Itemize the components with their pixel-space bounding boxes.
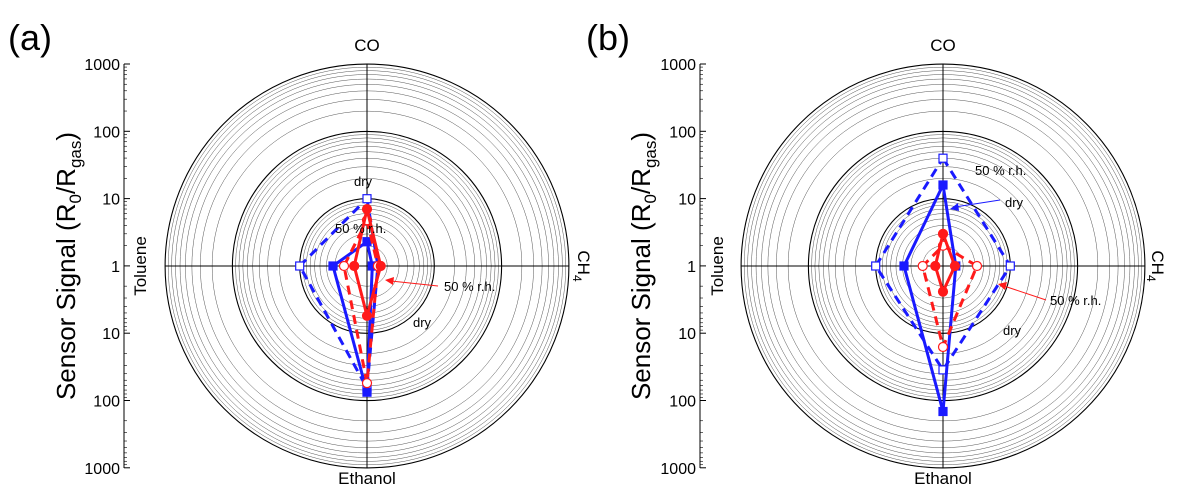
data-point-circle <box>361 378 373 389</box>
radial-tick-label: 10 <box>102 326 120 343</box>
radial-tick-label: 1000 <box>660 57 696 74</box>
data-point-circle <box>930 260 941 272</box>
data-point-circle <box>937 228 949 239</box>
radial-tick-label: 1000 <box>84 461 120 478</box>
radial-tick-label: 100 <box>93 394 120 411</box>
category-label-co: CO <box>930 36 956 55</box>
annotation-arrowhead <box>385 277 394 285</box>
data-point-square <box>871 261 881 271</box>
data-point-square <box>899 261 909 271</box>
data-point-square <box>362 237 372 247</box>
annotation-dry-blue: dry <box>1005 195 1024 210</box>
series-line-blue-solid <box>902 183 958 413</box>
data-point-square <box>328 261 338 271</box>
radial-tick-label: 100 <box>93 124 120 141</box>
data-point-square <box>362 194 372 204</box>
category-label-ch4: CH4 <box>570 250 593 282</box>
category-label-ethanol: Ethanol <box>338 469 396 488</box>
radial-tick-label: 1000 <box>660 461 696 478</box>
radar-panel-a: (a) Sensor Signal (R0/Rgas) 100010010110… <box>8 17 593 488</box>
radial-tick-label: 1 <box>687 259 696 276</box>
data-point-square <box>938 180 948 190</box>
data-point-square <box>938 406 948 417</box>
data-point-square <box>362 387 372 397</box>
radar-panel-b: (b) Sensor Signal (R0/Rgas) 100010010110… <box>586 17 1167 488</box>
annotation-arrowhead <box>998 282 1007 290</box>
radial-scale: 1000 100 10 1 10 100 1000 <box>660 57 706 478</box>
data-point-circle <box>917 260 928 272</box>
annotation-dry-red: dry <box>1003 323 1022 338</box>
annotation-dry-blue: dry <box>354 174 373 189</box>
radial-scale: 1000 100 10 1 10 100 1000 <box>84 57 130 478</box>
data-point-square <box>295 261 305 271</box>
data-point-circle <box>375 260 386 272</box>
radial-tick-label: 100 <box>669 394 696 411</box>
series-layer <box>871 153 1015 417</box>
data-point-square <box>938 153 948 163</box>
data-point-circle <box>338 260 350 272</box>
annotation-dry-red: dry <box>413 315 432 330</box>
radial-tick-label: 1000 <box>84 57 120 74</box>
data-point-circle <box>971 260 983 272</box>
category-label-ethanol: Ethanol <box>914 469 972 488</box>
series-layer <box>295 194 386 397</box>
annotation-arrow <box>1003 285 1047 301</box>
series-line-red-dashed <box>342 218 380 385</box>
annotation-50rh-red: 50 % r.h. <box>1050 293 1101 308</box>
panel-label: (a) <box>8 17 52 58</box>
category-label-ch4: CH4 <box>1144 250 1167 282</box>
category-label-toluene: Toluene <box>131 236 150 296</box>
data-point-circle <box>361 310 373 321</box>
radial-tick-label: 10 <box>678 326 696 343</box>
annotation-arrow <box>390 280 439 287</box>
data-point-circle <box>949 260 961 272</box>
data-point-circle <box>937 341 949 353</box>
data-point-circle <box>349 260 360 272</box>
radial-tick-label: 10 <box>678 192 696 209</box>
radial-tick-label: 10 <box>102 192 120 209</box>
category-label-toluene: Toluene <box>708 236 727 296</box>
annotation-layer: 50 % r.h. dry 50 % r.h. dry <box>950 163 1101 338</box>
category-label-co: CO <box>354 36 380 55</box>
radial-tick-label: 1 <box>111 259 120 276</box>
panel-label: (b) <box>586 17 630 58</box>
annotation-arrow <box>954 199 1001 208</box>
radial-tick-label: 100 <box>669 124 696 141</box>
data-point-circle <box>361 204 373 215</box>
annotation-arrowhead <box>950 203 959 211</box>
data-point-square <box>1005 261 1015 271</box>
y-axis-label: Sensor Signal (R0/Rgas) <box>626 132 660 400</box>
data-point-circle <box>937 286 949 297</box>
annotation-50rh-blue: 50 % r.h. <box>975 163 1026 178</box>
annotation-50rh-blue: 50 % r.h. <box>335 221 386 236</box>
polar-axes <box>165 64 569 468</box>
annotation-layer: dry 50 % r.h. 50 % r.h. dry <box>335 174 495 330</box>
annotation-50rh-red: 50 % r.h. <box>444 279 495 294</box>
y-axis-label: Sensor Signal (R0/Rgas) <box>51 132 85 400</box>
